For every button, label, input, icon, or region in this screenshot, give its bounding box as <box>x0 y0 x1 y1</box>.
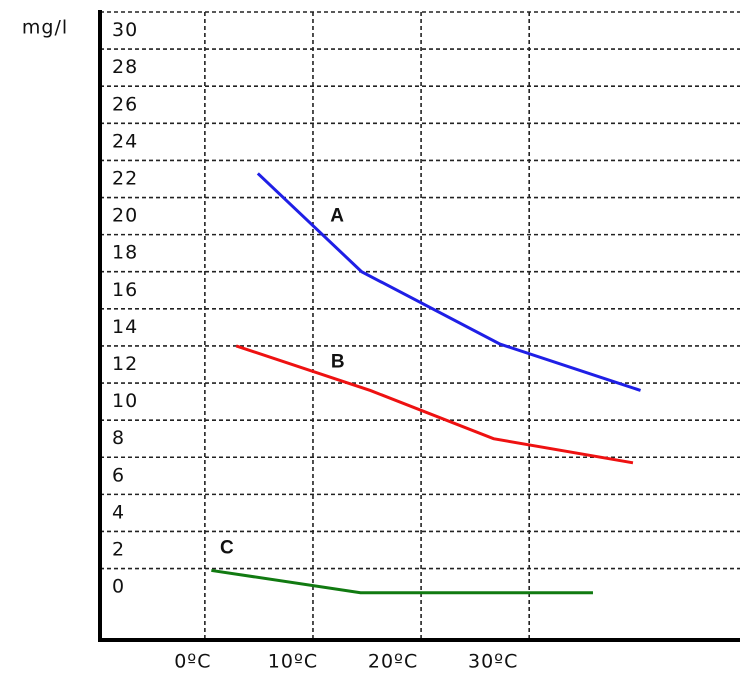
y-tick-label: 26 <box>112 93 138 115</box>
y-tick-label: 30 <box>112 19 138 41</box>
y-tick-label: 10 <box>112 390 138 412</box>
x-tick-label: 30ºC <box>468 651 518 673</box>
data-line <box>211 568 593 595</box>
y-tick-label: 8 <box>112 427 125 449</box>
y-tick-label: 20 <box>112 205 138 227</box>
x-tick-label: 20ºC <box>368 651 418 673</box>
y-tick-label: 0 <box>112 576 125 598</box>
x-tick-label: 0ºC <box>174 651 211 673</box>
series-label: A <box>330 206 345 227</box>
series-label: B <box>331 351 346 372</box>
y-tick-label: 12 <box>112 353 138 375</box>
y-tick-label: 4 <box>112 501 125 523</box>
data-line <box>235 344 634 465</box>
y-tick-label: 14 <box>112 316 138 338</box>
y-axis-label: mg/l <box>22 17 68 39</box>
data-line <box>256 172 642 392</box>
y-tick-label: 22 <box>112 167 138 189</box>
y-tick-label: 28 <box>112 56 138 78</box>
y-tick-label: 6 <box>112 464 125 486</box>
y-tick-label: 16 <box>112 279 138 301</box>
y-tick-label: 18 <box>112 242 138 264</box>
y-tick-label: 24 <box>112 130 138 152</box>
y-tick-label: 2 <box>112 539 125 561</box>
series-label: C <box>220 537 235 558</box>
x-tick-label: 10ºC <box>268 651 318 673</box>
